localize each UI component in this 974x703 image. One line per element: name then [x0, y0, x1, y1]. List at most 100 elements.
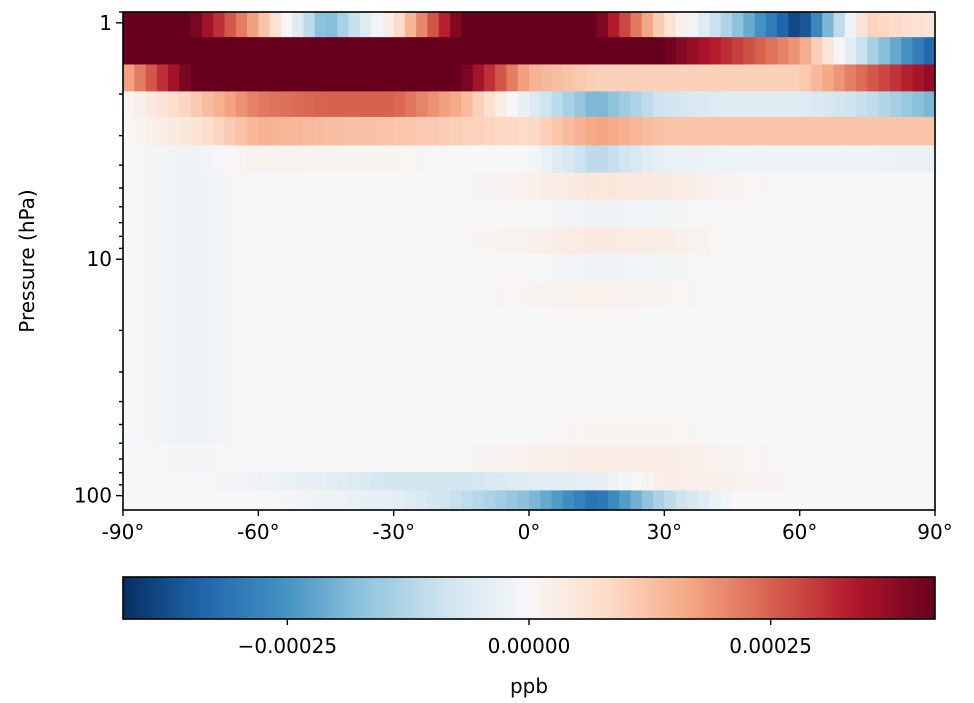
heatmap-cell — [698, 472, 711, 491]
heatmap-cell — [359, 199, 372, 228]
heatmap-cell — [844, 37, 857, 66]
heatmap-cell — [743, 145, 756, 174]
heatmap-cell — [754, 12, 767, 38]
heatmap-cell — [190, 390, 203, 419]
heatmap-cell — [641, 12, 654, 38]
x-tick-label: 30° — [647, 520, 682, 544]
heatmap-cell — [867, 226, 880, 255]
heatmap-cell — [630, 64, 643, 92]
heatmap-cell — [404, 145, 417, 174]
heatmap-cell — [765, 116, 778, 147]
heatmap-cell — [686, 64, 699, 92]
heatmap-cell — [337, 172, 350, 201]
heatmap-cell — [822, 172, 835, 201]
heatmap-cell — [438, 64, 451, 92]
heatmap-cell — [788, 308, 801, 337]
heatmap-cell — [551, 199, 564, 228]
heatmap-cell — [754, 335, 767, 364]
heatmap-cell — [912, 91, 925, 118]
heatmap-cell — [450, 390, 462, 419]
heatmap-cell — [833, 417, 846, 446]
heatmap-cell — [822, 308, 835, 337]
heatmap-cell — [303, 363, 316, 392]
heatmap-cell — [427, 116, 440, 147]
heatmap-cell — [743, 64, 756, 92]
heatmap-cell — [517, 490, 530, 511]
heatmap-cell — [675, 444, 688, 473]
heatmap-cell — [844, 172, 857, 201]
heatmap-cell — [190, 281, 203, 310]
heatmap-cell — [258, 116, 271, 147]
heatmap-cell — [348, 253, 361, 282]
heatmap-cell — [653, 64, 665, 92]
heatmap-cell — [799, 12, 812, 38]
y-tick-label: 100 — [74, 484, 112, 508]
heatmap-cell — [844, 91, 857, 118]
heatmap-cell — [562, 116, 575, 147]
heatmap-cell — [596, 472, 609, 491]
heatmap-cell — [404, 417, 417, 446]
heatmap-cell — [585, 199, 598, 228]
heatmap-cell — [732, 12, 744, 38]
heatmap-cell — [280, 37, 293, 66]
heatmap-cell — [833, 308, 846, 337]
heatmap-cell — [483, 145, 496, 174]
heatmap-cell — [619, 145, 632, 174]
heatmap-cell — [912, 253, 925, 282]
heatmap-cell — [765, 253, 778, 282]
heatmap-cell — [889, 417, 902, 446]
heatmap-cell — [506, 335, 519, 364]
heatmap-cell — [337, 444, 350, 473]
heatmap-cell — [213, 226, 226, 255]
heatmap-cell — [123, 12, 135, 38]
heatmap-cell — [382, 472, 395, 491]
heatmap-cell — [495, 335, 508, 364]
heatmap-cell — [314, 91, 327, 118]
heatmap-cell — [359, 363, 372, 392]
heatmap-cell — [607, 253, 620, 282]
heatmap-cell — [404, 335, 417, 364]
heatmap-cell — [461, 91, 474, 118]
heatmap-cell — [326, 390, 338, 419]
heatmap-cell — [562, 444, 575, 473]
heatmap-cell — [844, 64, 857, 92]
heatmap-cell — [923, 253, 936, 282]
heatmap-cell — [653, 490, 665, 511]
heatmap-cell — [269, 490, 282, 511]
heatmap-cell — [359, 116, 372, 147]
heatmap-cell — [292, 64, 305, 92]
heatmap-cell — [788, 390, 801, 419]
heatmap-cell — [247, 335, 259, 364]
heatmap-cell — [878, 172, 891, 201]
heatmap-cell — [179, 172, 192, 201]
heatmap-cell — [292, 172, 305, 201]
heatmap-cell — [540, 472, 553, 491]
x-tick-label: -90° — [102, 520, 145, 544]
heatmap-cell — [709, 172, 722, 201]
heatmap-cell — [371, 308, 383, 337]
heatmap-cells — [123, 12, 936, 511]
heatmap-cell — [833, 335, 846, 364]
heatmap-cell — [878, 490, 891, 511]
heatmap-cell — [912, 308, 925, 337]
heatmap-cell — [754, 172, 767, 201]
heatmap-cell — [878, 335, 891, 364]
heatmap-cell — [596, 12, 609, 38]
heatmap-cell — [416, 91, 429, 118]
heatmap-cell — [506, 472, 519, 491]
heatmap-cell — [506, 116, 519, 147]
heatmap-cell — [698, 253, 711, 282]
heatmap-cell — [404, 308, 417, 337]
heatmap-cell — [258, 281, 271, 310]
heatmap-cell — [867, 253, 880, 282]
heatmap-cell — [641, 281, 654, 310]
heatmap-cell — [709, 91, 722, 118]
heatmap-cell — [461, 199, 474, 228]
heatmap-cell — [438, 145, 451, 174]
heatmap-cell — [393, 308, 406, 337]
heatmap-cell — [213, 335, 226, 364]
heatmap-cell — [923, 335, 936, 364]
heatmap-cell — [664, 417, 677, 446]
heatmap-cell — [856, 91, 868, 118]
heatmap-cell — [314, 116, 327, 147]
